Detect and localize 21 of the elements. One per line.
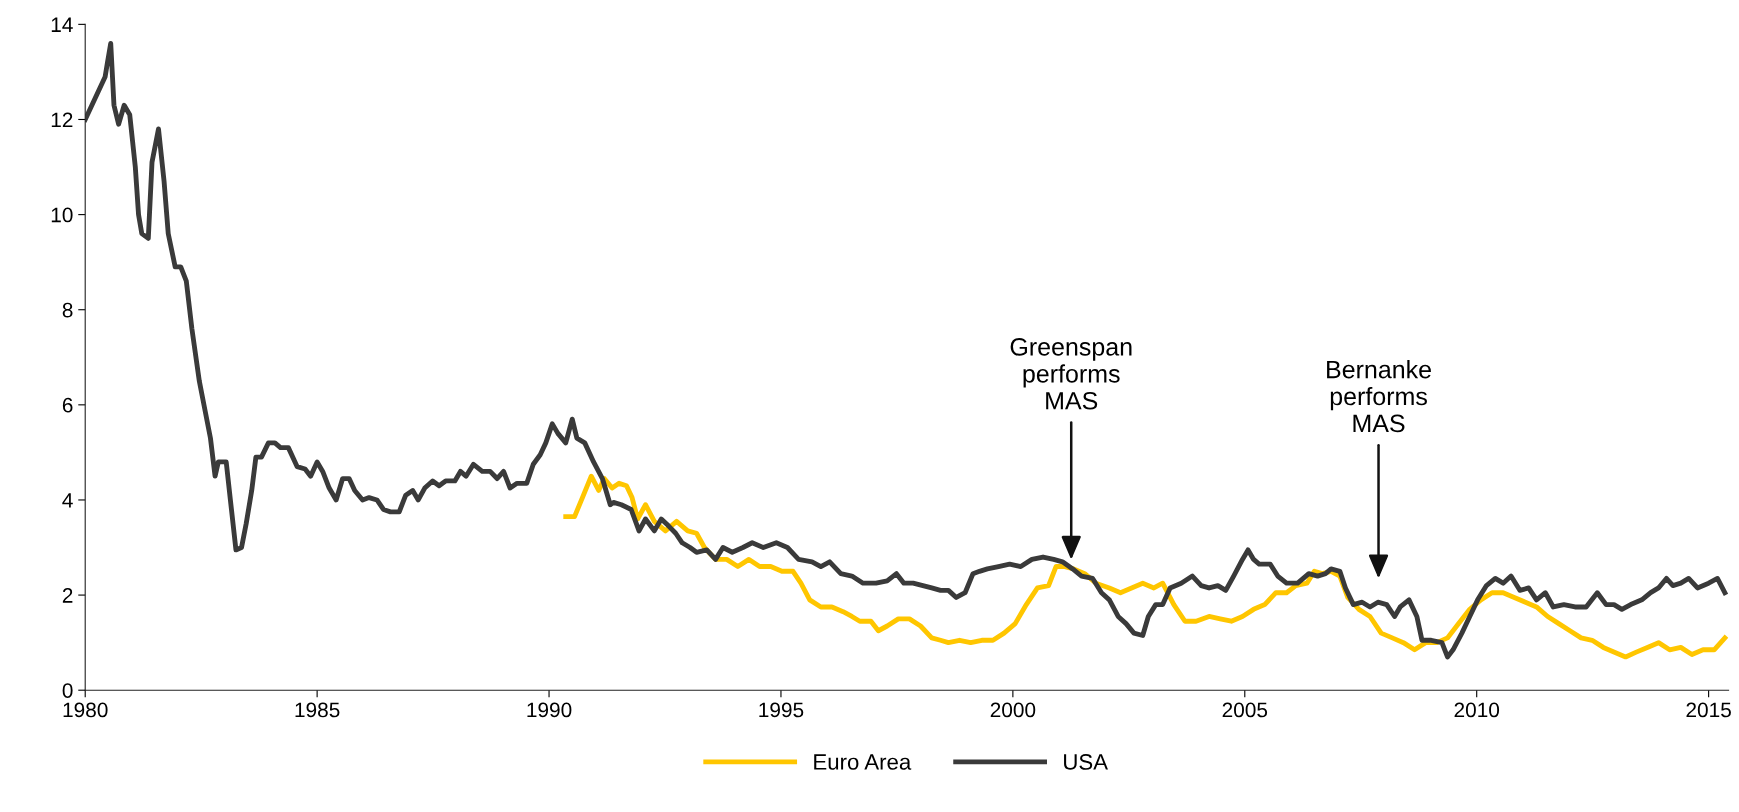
line-series (85, 40, 1728, 660)
legend-label: Euro Area (814, 754, 912, 770)
y-tick-label: 2 (62, 588, 73, 603)
x-tick-label: 1980 (63, 702, 108, 718)
y-tick-label: 4 (62, 493, 73, 508)
x-tick-label: 2000 (990, 702, 1036, 718)
y-tick-label: 10 (51, 207, 73, 223)
x-tick-label: 2005 (1222, 702, 1268, 718)
x-tick-label: 2010 (1454, 702, 1500, 718)
x-tick-label: 1995 (759, 702, 804, 718)
y-tick-label: 14 (51, 17, 73, 32)
y-tick-label: 12 (51, 112, 73, 128)
y-tick-label: 6 (62, 397, 73, 413)
annotation: Greenspan performs MAS (1010, 338, 1132, 410)
legend-label: USA (1064, 754, 1108, 770)
x-tick-label: 1990 (527, 702, 572, 718)
x-tick-label: 1985 (295, 702, 340, 718)
y-tick-label: 8 (62, 302, 73, 318)
x-tick-label: 2015 (1686, 702, 1731, 718)
y-tick-label: 0 (62, 683, 73, 698)
annotation: Bernanke performs MAS (1327, 360, 1431, 433)
